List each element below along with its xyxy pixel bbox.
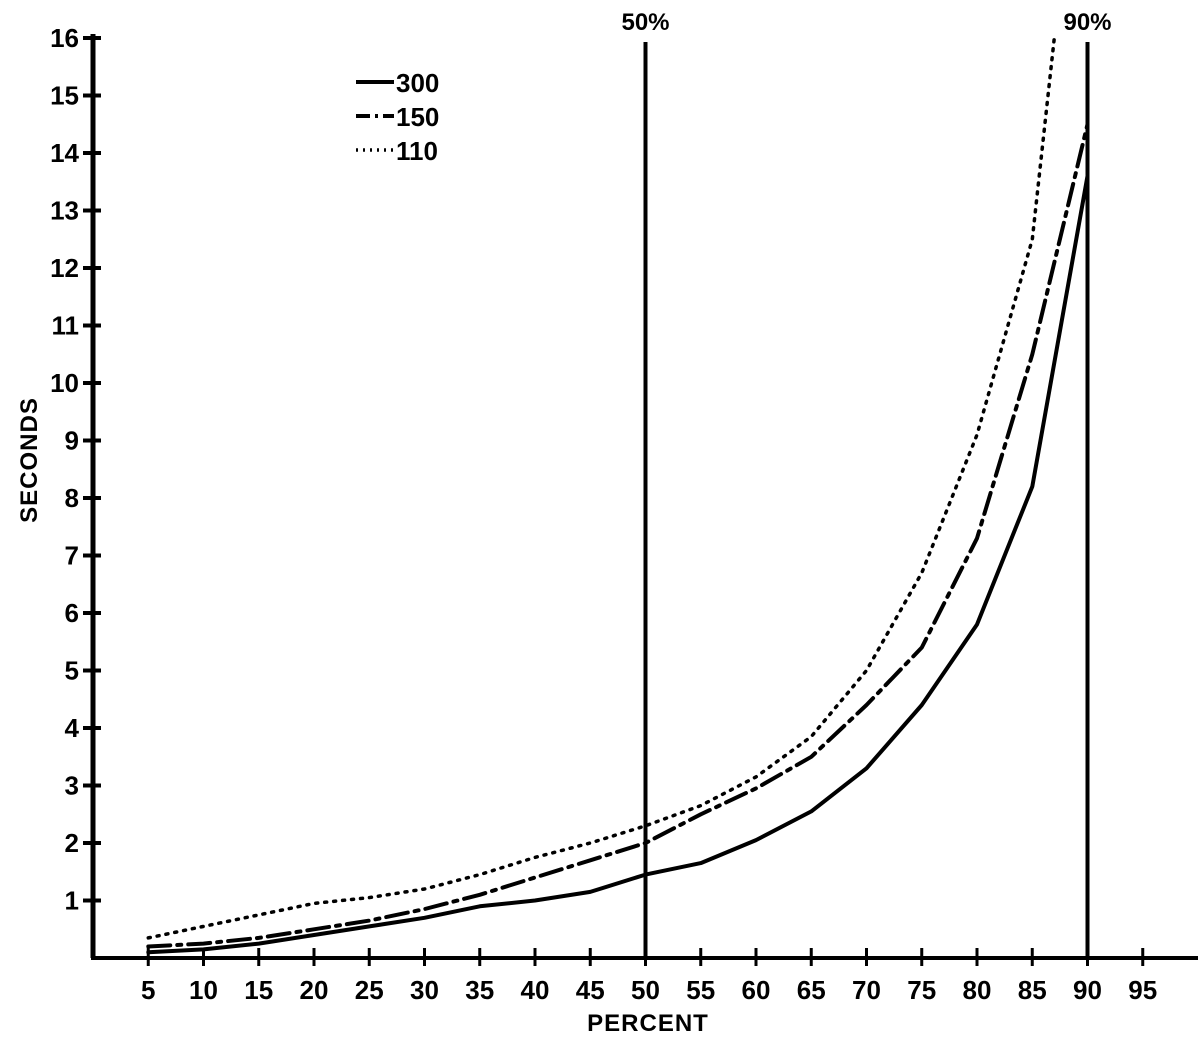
x-tick-label: 35	[465, 975, 494, 1005]
reference-line-label: 50%	[621, 9, 669, 36]
x-tick-label: 15	[244, 975, 273, 1005]
x-tick-label: 65	[797, 975, 826, 1005]
x-tick-label: 90	[1073, 975, 1102, 1005]
y-tick-label: 14	[50, 138, 79, 168]
x-tick-label: 70	[852, 975, 881, 1005]
x-tick-label: 95	[1128, 975, 1157, 1005]
series-line-300	[146, 174, 1090, 955]
y-tick-label: 5	[65, 656, 79, 686]
series-lines	[146, 36, 1090, 955]
reference-lines: 50% 90%	[621, 9, 1112, 958]
x-tick-label: 10	[189, 975, 218, 1005]
x-tick-label: 20	[300, 975, 329, 1005]
y-tick-label: 3	[65, 771, 79, 801]
y-tick-label: 7	[65, 541, 79, 571]
x-tick-label: 40	[521, 975, 550, 1005]
y-tick-label: 12	[50, 253, 79, 283]
y-tick-label: 8	[65, 483, 79, 513]
y-tick-label: 16	[50, 23, 79, 53]
x-tick-label: 75	[907, 975, 936, 1005]
legend: 300 150 110	[356, 68, 439, 166]
legend-label: 150	[396, 102, 439, 132]
x-tick-label: 50	[631, 975, 660, 1005]
x-tick-label: 85	[1018, 975, 1047, 1005]
x-tick-label: 25	[355, 975, 384, 1005]
x-tick-label: 55	[686, 975, 715, 1005]
y-tick-label: 4	[65, 713, 80, 743]
x-tick-label: 30	[410, 975, 439, 1005]
y-tick-label: 9	[65, 426, 79, 456]
x-axis-title: PERCENT	[587, 1010, 709, 1037]
reference-line-label: 90%	[1063, 9, 1111, 36]
y-tick-label: 10	[50, 368, 79, 398]
x-tick-label: 80	[963, 975, 992, 1005]
y-tick-label: 2	[65, 828, 79, 858]
x-tick-label: 5	[141, 975, 155, 1005]
y-axis-title: SECONDS	[16, 397, 43, 523]
legend-label: 110	[396, 136, 438, 166]
legend-label: 300	[396, 68, 439, 98]
y-tick-label: 1	[65, 886, 79, 916]
series-line-150	[146, 122, 1090, 949]
y-tick-label: 15	[50, 81, 79, 111]
series-line-110	[146, 36, 1057, 940]
x-tick-label: 45	[576, 975, 605, 1005]
x-tick-label: 60	[742, 975, 771, 1005]
y-tick-label: 11	[52, 311, 80, 341]
y-tick-label: 13	[50, 196, 79, 226]
y-tick-label: 6	[65, 598, 79, 628]
